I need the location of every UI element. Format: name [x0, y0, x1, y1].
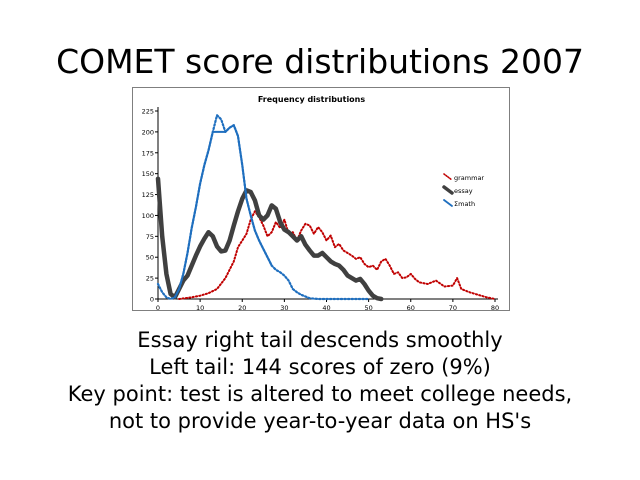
- series-grammar-line: [178, 210, 496, 300]
- x-tick-label: 80: [491, 304, 499, 310]
- chart-title: Frequency distributions: [258, 95, 366, 104]
- legend-label: Σmath: [454, 200, 475, 208]
- legend-label: grammar: [454, 174, 484, 182]
- y-tick-label: 225: [142, 108, 154, 116]
- slide-title: COMET score distributions 2007: [56, 42, 584, 81]
- x-tick-label: 60: [407, 304, 415, 310]
- x-tick-label: 20: [238, 304, 246, 310]
- y-tick-label: 25: [146, 275, 154, 283]
- legend-label: essay: [454, 187, 473, 195]
- y-tick-label: 125: [142, 191, 154, 199]
- series-math-line: [173, 124, 273, 299]
- y-tick-label: 200: [142, 128, 154, 136]
- y-tick-label: 100: [142, 212, 154, 220]
- line-chart: Frequency distributions02550751001251501…: [142, 95, 500, 310]
- x-tick-label: 30: [280, 304, 288, 310]
- caption-line-2: Left tail: 144 scores of zero (9%): [149, 355, 491, 379]
- caption-line-3: Key point: test is altered to meet colle…: [67, 382, 573, 406]
- legend-swatch: [443, 199, 453, 207]
- caption-line-4: not to provide year-to-year data on HS's: [108, 409, 532, 433]
- x-tick-label: 10: [196, 304, 204, 310]
- y-tick-label: 0: [150, 296, 154, 304]
- y-tick-label: 75: [146, 233, 154, 241]
- series-essay-line: [155, 176, 384, 302]
- y-tick-label: 150: [142, 170, 154, 178]
- y-tick-label: 50: [146, 254, 154, 262]
- x-tick-label: 70: [449, 304, 457, 310]
- legend-swatch: [443, 173, 453, 181]
- x-tick-label: 50: [364, 304, 372, 310]
- x-tick-label: 0: [156, 304, 160, 310]
- legend-swatch: [442, 185, 454, 195]
- x-tick-label: 40: [322, 304, 330, 310]
- chart-frame: Frequency distributions 0 25 50 75 100 125 150 1…: [132, 87, 510, 311]
- y-tick-label: 175: [142, 149, 154, 157]
- caption-line-1: Essay right tail descends smoothly: [137, 328, 503, 352]
- caption: Essay right tail descends smoothly Left …: [0, 327, 640, 435]
